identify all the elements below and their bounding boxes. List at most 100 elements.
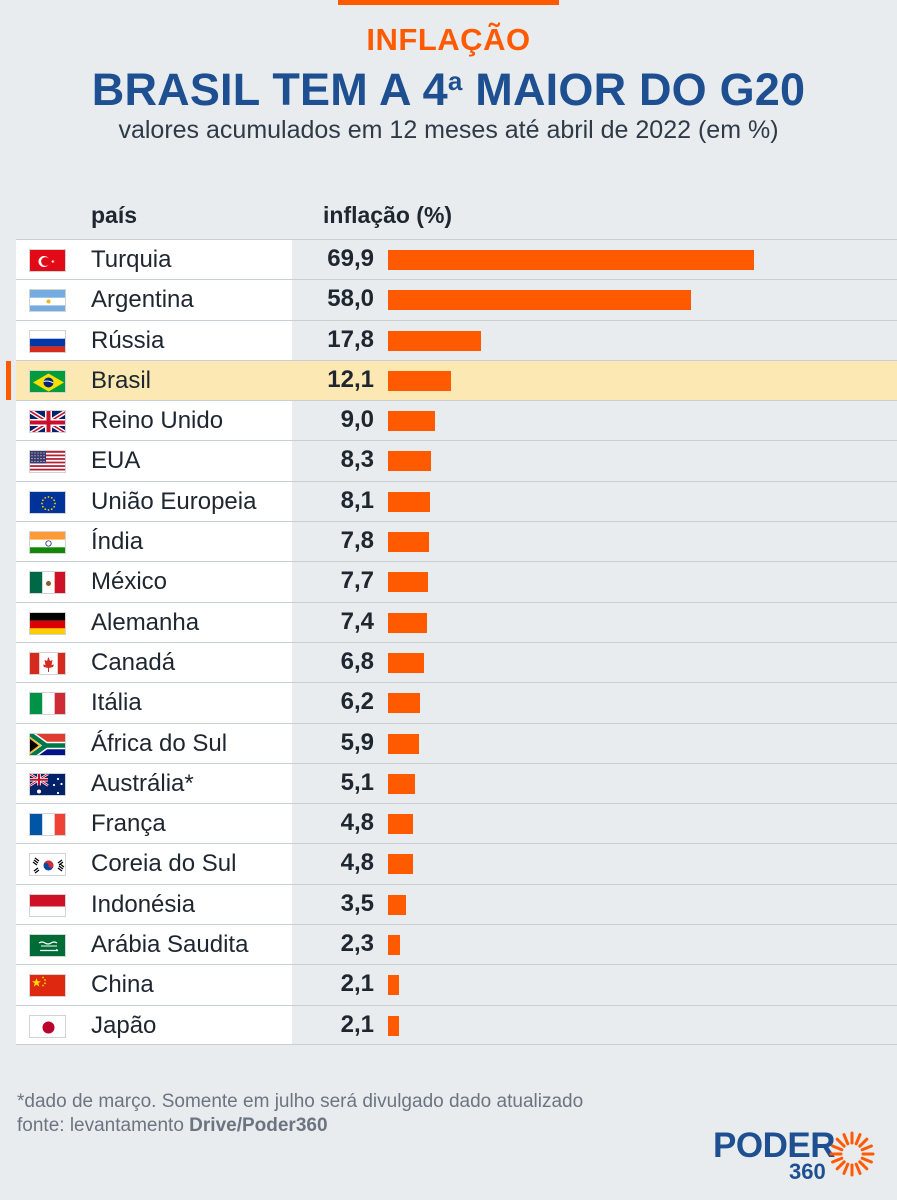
country-label: Coreia do Sul [91,850,237,878]
table-row: Turquia 69,9 [16,239,897,280]
sun-ray [831,1156,844,1164]
bar [388,975,399,996]
bar [388,250,754,270]
value-label: 4,8 [340,809,374,837]
flag-australia-icon [29,772,66,796]
sun-ray [831,1144,844,1152]
country-label: África do Sul [91,729,228,757]
bar [388,451,432,472]
title-sup: a [447,66,463,96]
value-label: 8,3 [340,446,374,474]
country-cell: Japão [16,1005,292,1044]
value-label: 4,8 [340,849,374,877]
logo-word: PODER [713,1126,835,1165]
bar [388,652,424,673]
table-row: Japão 2,1 [16,1004,897,1045]
country-cell: França [16,804,292,844]
sun-ray [860,1156,873,1164]
value-label: 3,5 [340,889,374,917]
flag-south-korea-icon [29,853,66,877]
value-label: 2,3 [340,930,374,958]
table-row: França 4,8 [16,803,897,844]
value-label: 5,9 [340,728,374,756]
bar [388,572,429,593]
sun-ray [858,1137,869,1148]
source-prefix: fonte: levantamento [17,1115,190,1136]
value-label: 7,8 [340,527,374,555]
table-row: Arábia Saudita 2,3 [16,924,897,965]
flag-saudi-arabia-icon [29,934,66,958]
sun-ray [835,1137,846,1148]
country-label: Reino Unido [91,407,224,435]
bar [388,290,692,311]
logo-number: 360 [789,1159,826,1184]
flag-russia-icon [29,329,66,353]
country-cell: EUA [16,441,292,481]
flag-south-africa-icon [29,732,66,756]
kicker: INFLAÇÃO [366,22,531,57]
column-header-inflation: inflação (%) [323,202,453,228]
country-cell: Turquia [16,240,292,280]
flag-turkey-icon [29,249,66,272]
sun-ray [860,1144,873,1152]
flag-india-icon [29,531,66,555]
country-cell: México [16,562,292,602]
country-label: Turquia [91,246,172,273]
country-label: EUA [91,447,141,475]
value-label: 6,8 [340,647,374,675]
sun-ray [842,1162,850,1175]
flag-mexico-icon [29,571,66,595]
bar [388,935,400,956]
country-cell: Índia [16,522,292,562]
country-label: Índia [91,528,144,556]
value-label: 69,9 [327,245,374,272]
table-row: Índia 7,8 [16,521,897,562]
flag-argentina-icon [29,289,66,313]
value-label: 9,0 [340,406,374,434]
country-cell: Brasil [16,360,292,401]
country-cell: União Europeia [16,481,292,522]
value-label: 58,0 [327,285,374,313]
flag-indonesia-icon [29,893,66,917]
table-row: Argentina 58,0 [16,279,897,320]
bar [388,773,415,794]
country-cell: África do Sul [16,723,292,763]
chart-subtitle: valores acumulados em 12 meses até abril… [118,116,779,144]
bar [388,532,429,553]
sun-ray [854,1162,862,1175]
table-row: Coreia do Sul 4,8 [16,843,897,884]
flag-france-icon [29,813,66,837]
table-row: México 7,7 [16,561,897,602]
flag-china-icon [29,974,66,998]
value-label: 2,1 [340,970,374,998]
table-row: África do Sul 5,9 [16,722,897,763]
value-label: 12,1 [327,365,374,393]
country-label: Itália [91,689,142,717]
table-row: Indonésia 3,5 [16,883,897,925]
country-label: México [91,568,168,596]
value-label: 7,4 [340,607,374,635]
table-row: Austrália* 5,1 [16,762,897,804]
poder360-logo: PODER 360 [713,1126,883,1186]
sunburst-icon [829,1131,875,1177]
country-cell: Reino Unido [16,401,292,441]
bar [388,612,427,633]
country-cell: China [16,965,292,1005]
table-row: Canadá 6,8 [16,641,897,683]
value-label: 6,2 [340,688,374,716]
column-header-country: país [91,202,138,228]
country-cell: Coreia do Sul [16,844,292,884]
country-label: Brasil [91,366,152,394]
sun-ray [842,1133,850,1146]
country-label: Arábia Saudita [91,931,249,959]
flag-brazil-icon [29,369,66,393]
country-label: Alemanha [91,608,200,636]
country-cell: Canadá [16,642,292,683]
sun-ray [858,1160,869,1171]
table-row: EUA 8,3 [16,440,897,481]
country-cell: Indonésia [16,884,292,925]
country-cell: Argentina [16,280,292,320]
bar [388,733,419,754]
flag-uk-icon [29,410,66,434]
flag-eu-icon [29,490,66,514]
